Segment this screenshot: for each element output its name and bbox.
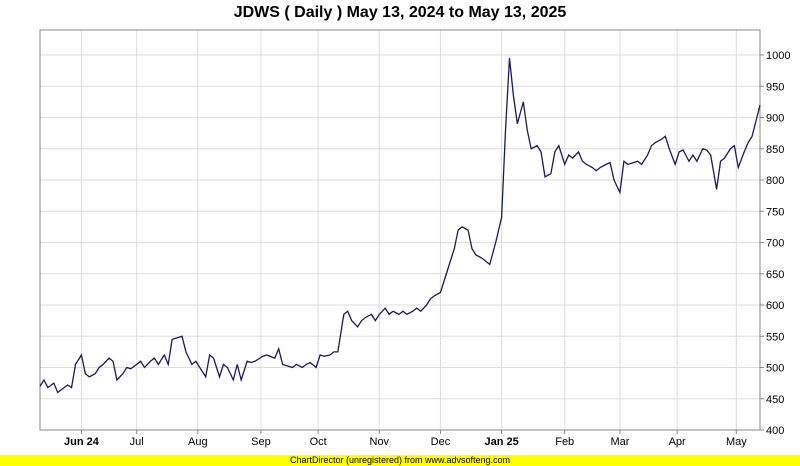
plot-background (40, 30, 760, 430)
x-tick-label: Mar (610, 436, 629, 448)
grid-lines (40, 30, 760, 430)
x-tick-label: Nov (370, 436, 390, 448)
y-tick-label: 450 (766, 394, 784, 406)
y-tick-label: 800 (766, 175, 784, 187)
x-tick-label: Apr (669, 436, 686, 448)
footer-credit: ChartDirector (unregistered) from www.ad… (0, 455, 800, 466)
y-tick-label: 850 (766, 144, 784, 156)
y-tick-label: 750 (766, 206, 784, 218)
y-tick-label: 600 (766, 300, 784, 312)
x-tick-label: Jan 25 (484, 436, 518, 448)
x-tick-label: Sep (251, 436, 271, 448)
y-tick-label: 950 (766, 81, 784, 93)
y-tick-label: 700 (766, 238, 784, 250)
y-tick-label: 500 (766, 363, 784, 375)
y-tick-label: 1000 (766, 50, 790, 62)
y-tick-label: 650 (766, 269, 784, 281)
y-tick-label: 400 (766, 425, 784, 437)
x-tick-label: May (726, 436, 747, 448)
x-axis: Jun 24 Jul Aug Sep Oct Nov Dec Jan 25 Feb Mar Apr M… (64, 430, 747, 448)
plot-border (39, 29, 761, 431)
y-tick-label: 900 (766, 113, 784, 125)
x-tick-label: Jun 24 (64, 436, 100, 448)
x-tick-label: Aug (188, 436, 208, 448)
y-tick-label: 550 (766, 331, 784, 343)
x-tick-label: Jul (130, 436, 144, 448)
y-axis: 400 450 500 550 600 650 700 750 800 850 900 950 1000 (760, 50, 790, 437)
x-tick-label: Feb (555, 436, 574, 448)
x-tick-label: Dec (431, 436, 451, 448)
price-line (39, 58, 761, 394)
x-tick-label: Oct (310, 436, 327, 448)
chart-title: JDWS ( Daily ) May 13, 2024 to May 13, 2… (233, 4, 567, 21)
